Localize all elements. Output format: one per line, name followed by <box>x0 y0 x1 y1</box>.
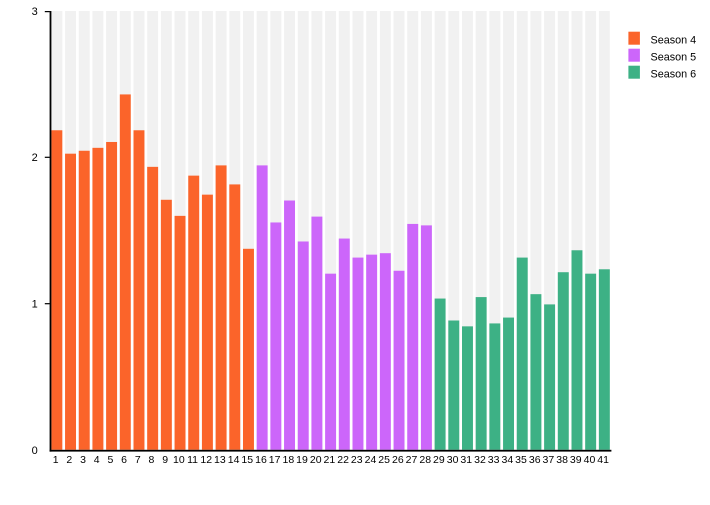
svg-text:11: 11 <box>187 454 198 466</box>
svg-text:21: 21 <box>324 454 336 466</box>
svg-text:17: 17 <box>269 454 281 466</box>
svg-text:32: 32 <box>474 454 486 466</box>
svg-text:41: 41 <box>597 454 609 466</box>
svg-text:Season 4: Season 4 <box>651 35 697 47</box>
svg-text:2: 2 <box>32 152 38 164</box>
svg-text:27: 27 <box>406 454 418 466</box>
svg-text:38: 38 <box>556 454 568 466</box>
svg-text:35: 35 <box>515 454 527 466</box>
svg-text:28: 28 <box>419 454 431 466</box>
svg-text:3: 3 <box>32 6 38 18</box>
svg-text:36: 36 <box>529 454 541 466</box>
svg-text:12: 12 <box>200 454 212 466</box>
svg-text:30: 30 <box>447 454 459 466</box>
svg-text:3: 3 <box>80 454 86 466</box>
svg-text:20: 20 <box>310 454 322 466</box>
svg-text:4: 4 <box>94 454 100 466</box>
svg-text:10: 10 <box>173 454 185 466</box>
svg-text:40: 40 <box>584 454 596 466</box>
svg-text:34: 34 <box>501 454 513 466</box>
svg-text:25: 25 <box>378 454 390 466</box>
svg-text:2: 2 <box>66 454 72 466</box>
svg-text:26: 26 <box>392 454 404 466</box>
svg-text:9: 9 <box>162 454 168 466</box>
svg-text:6: 6 <box>121 454 127 466</box>
svg-text:18: 18 <box>282 454 294 466</box>
svg-text:23: 23 <box>351 454 363 466</box>
svg-text:0: 0 <box>32 445 38 457</box>
svg-text:14: 14 <box>228 454 240 466</box>
svg-text:19: 19 <box>296 454 308 466</box>
svg-text:29: 29 <box>433 454 445 466</box>
svg-text:24: 24 <box>365 454 377 466</box>
svg-text:Season 6: Season 6 <box>651 69 697 81</box>
svg-text:16: 16 <box>255 454 267 466</box>
svg-text:31: 31 <box>460 454 472 466</box>
svg-text:22: 22 <box>337 454 349 466</box>
svg-text:5: 5 <box>107 454 113 466</box>
svg-text:15: 15 <box>241 454 253 466</box>
svg-text:Season 5: Season 5 <box>651 52 697 64</box>
svg-text:39: 39 <box>570 454 582 466</box>
svg-text:33: 33 <box>488 454 500 466</box>
svg-text:7: 7 <box>135 454 141 466</box>
svg-text:37: 37 <box>543 454 555 466</box>
svg-text:1: 1 <box>53 454 59 466</box>
svg-text:1: 1 <box>32 299 38 311</box>
svg-text:13: 13 <box>214 454 226 466</box>
svg-text:8: 8 <box>149 454 155 466</box>
